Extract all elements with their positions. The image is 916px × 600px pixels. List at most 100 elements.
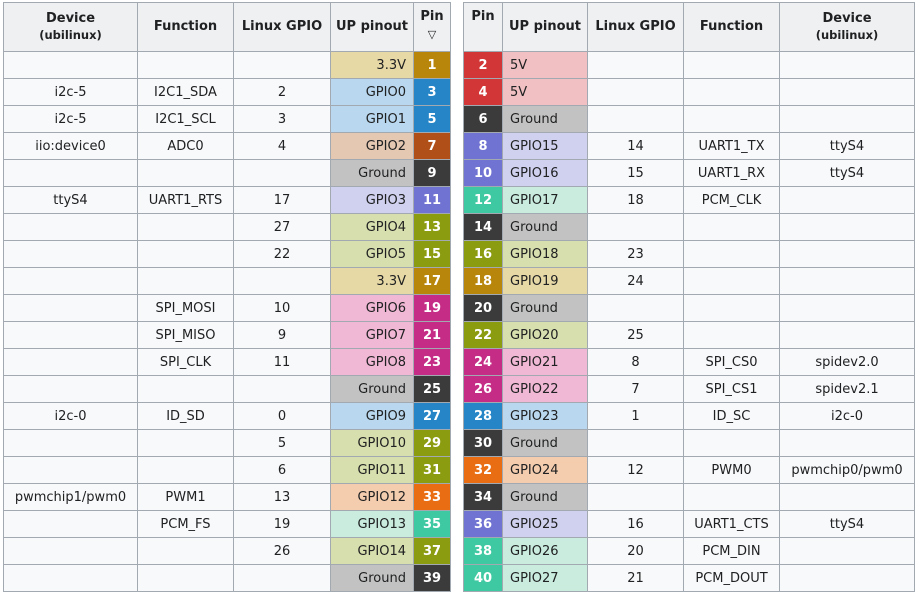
linux-gpio-cell: 7 [587, 375, 684, 403]
up-pinout-cell: GPIO2 [330, 132, 414, 160]
device-cell [3, 267, 138, 295]
linux-gpio-cell: 9 [233, 321, 331, 349]
function-cell [137, 537, 234, 565]
function-cell: PWM1 [137, 483, 234, 511]
linux-gpio-cell: 10 [233, 294, 331, 322]
device-cell [779, 564, 915, 592]
table-row: i2c-5 I2C1_SDA 2 GPIO0 3 4 5V [3, 78, 915, 106]
table-row: i2c-5 I2C1_SCL 3 GPIO1 5 6 Ground [3, 105, 915, 133]
linux-gpio-cell: 15 [587, 159, 684, 187]
function-cell: I2C1_SDA [137, 78, 234, 106]
table-row: 5 GPIO10 29 30 Ground [3, 429, 915, 457]
linux-gpio-cell: 0 [233, 402, 331, 430]
function-cell [137, 429, 234, 457]
up-pinout-cell: GPIO23 [502, 402, 588, 430]
linux-gpio-cell: 3 [233, 105, 331, 133]
pin-cell: 38 [463, 537, 503, 565]
table-row: ttyS4 UART1_RTS 17 GPIO3 11 12 GPIO17 18 PCM_CLK [3, 186, 915, 214]
pin-cell: 15 [413, 240, 451, 268]
pin-cell: 12 [463, 186, 503, 214]
table-row: iio:device0 ADC0 4 GPIO2 7 8 GPIO15 14 UART1_TX t… [3, 132, 915, 160]
up-pinout-cell: GPIO10 [330, 429, 414, 457]
pinout-rows: 3.3V 1 2 5V i2c-5 I2C1_SDA 2 GPIO0 3 4 5V i2c-5 I2C1… [3, 51, 915, 592]
linux-gpio-cell: 21 [587, 564, 684, 592]
table-row: 3.3V 17 18 GPIO19 24 [3, 267, 915, 295]
pin-cell: 8 [463, 132, 503, 160]
up-pinout-cell: Ground [502, 429, 588, 457]
function-cell: SPI_MISO [137, 321, 234, 349]
device-cell: ttyS4 [779, 510, 915, 538]
device-cell: spidev2.0 [779, 348, 915, 376]
linux-gpio-cell: 18 [587, 186, 684, 214]
pin-cell: 23 [413, 348, 451, 376]
linux-gpio-cell [587, 51, 684, 79]
device-cell [3, 510, 138, 538]
sort-descending-icon: ▽ [427, 27, 437, 41]
up-pinout-cell: GPIO19 [502, 267, 588, 295]
table-row: 22 GPIO5 15 16 GPIO18 23 [3, 240, 915, 268]
device-cell: i2c-5 [3, 105, 138, 133]
linux-gpio-cell: 6 [233, 456, 331, 484]
up-pinout-cell: GPIO17 [502, 186, 588, 214]
pin-cell: 16 [463, 240, 503, 268]
table-row: 27 GPIO4 13 14 Ground [3, 213, 915, 241]
up-pinout-cell: GPIO14 [330, 537, 414, 565]
linux-gpio-cell [233, 267, 331, 295]
device-cell [779, 78, 915, 106]
table-gap [450, 321, 464, 349]
pin-cell: 11 [413, 186, 451, 214]
pin-cell: 13 [413, 213, 451, 241]
linux-gpio-cell: 8 [587, 348, 684, 376]
function-cell [137, 375, 234, 403]
pin-cell: 31 [413, 456, 451, 484]
linux-gpio-cell: 20 [587, 537, 684, 565]
pin-cell: 18 [463, 267, 503, 295]
function-cell [137, 240, 234, 268]
col-header-device-right: Device (ubilinux) [779, 2, 915, 52]
up-pinout-cell: GPIO3 [330, 186, 414, 214]
up-pinout-cell: Ground [502, 213, 588, 241]
table-gap [450, 2, 464, 52]
up-pinout-cell: GPIO4 [330, 213, 414, 241]
function-cell: PCM_DOUT [683, 564, 780, 592]
pin-cell: 35 [413, 510, 451, 538]
up-pinout-cell: GPIO6 [330, 294, 414, 322]
linux-gpio-cell: 25 [587, 321, 684, 349]
table-row: 26 GPIO14 37 38 GPIO26 20 PCM_DIN [3, 537, 915, 565]
device-cell [3, 240, 138, 268]
device-cell [3, 348, 138, 376]
col-header-pin-left[interactable]: Pin ▽ [413, 2, 451, 52]
function-cell: SPI_CS1 [683, 375, 780, 403]
header-row: Device (ubilinux) Function Linux GPIO UP… [3, 2, 915, 52]
table-row: pwmchip1/pwm0 PWM1 13 GPIO12 33 34 Ground [3, 483, 915, 511]
function-cell: UART1_TX [683, 132, 780, 160]
up-pinout-cell: 5V [502, 51, 588, 79]
function-cell: PWM0 [683, 456, 780, 484]
up-pinout-cell: GPIO21 [502, 348, 588, 376]
linux-gpio-cell [587, 105, 684, 133]
header-device-label: Device [822, 11, 872, 27]
col-header-pin-right: Pin [463, 2, 503, 52]
gpio-pinout-table: Device (ubilinux) Function Linux GPIO UP… [3, 2, 915, 592]
function-cell: ID_SD [137, 402, 234, 430]
function-cell [137, 267, 234, 295]
col-header-linux-gpio-right: Linux GPIO [587, 2, 684, 52]
function-cell [137, 51, 234, 79]
up-pinout-cell: GPIO9 [330, 402, 414, 430]
linux-gpio-cell: 16 [587, 510, 684, 538]
pin-cell: 30 [463, 429, 503, 457]
table-gap [450, 483, 464, 511]
device-cell: pwmchip0/pwm0 [779, 456, 915, 484]
pin-cell: 33 [413, 483, 451, 511]
up-pinout-cell: 5V [502, 78, 588, 106]
linux-gpio-cell [233, 375, 331, 403]
function-cell: I2C1_SCL [137, 105, 234, 133]
pin-cell: 14 [463, 213, 503, 241]
table-gap [450, 105, 464, 133]
linux-gpio-cell [587, 78, 684, 106]
up-pinout-cell: GPIO24 [502, 456, 588, 484]
device-cell [779, 240, 915, 268]
device-cell [3, 375, 138, 403]
pin-cell: 3 [413, 78, 451, 106]
header-pin-label: Pin [471, 9, 495, 24]
